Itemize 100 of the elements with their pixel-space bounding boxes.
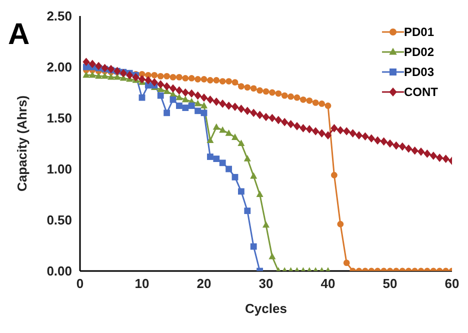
y-tick-label: 1.50 (46, 110, 72, 126)
point (88, 60, 96, 68)
point (176, 94, 183, 100)
point (262, 112, 270, 122)
point (194, 100, 202, 106)
point (95, 72, 102, 79)
point (262, 221, 270, 228)
point (200, 93, 208, 102)
point (288, 93, 294, 100)
x-tick-label: 30 (258, 276, 274, 292)
point (188, 102, 195, 109)
point (182, 104, 189, 111)
point (293, 122, 301, 130)
point (188, 89, 196, 98)
point (182, 96, 189, 102)
y-axis-title: Capacity (Ahrs) (14, 95, 30, 192)
point (213, 156, 220, 162)
point (150, 78, 158, 86)
point (250, 108, 258, 118)
point (95, 62, 102, 70)
y-tick-label: 2.00 (46, 60, 72, 75)
y-tick-label: 0.50 (46, 212, 72, 228)
point (324, 131, 332, 140)
point (82, 71, 90, 78)
point (368, 134, 375, 143)
point (343, 127, 350, 136)
point (424, 150, 431, 158)
point (411, 146, 418, 155)
point (231, 134, 239, 140)
point (386, 139, 394, 148)
point (194, 91, 202, 100)
point (244, 106, 251, 116)
point (256, 87, 263, 94)
point (281, 118, 288, 126)
point (200, 102, 208, 108)
point (232, 174, 238, 180)
point (337, 220, 344, 228)
point (200, 110, 208, 116)
point (219, 160, 226, 166)
point (374, 136, 382, 145)
legend-label: PD03 (404, 65, 434, 79)
point (176, 74, 182, 80)
point (324, 102, 332, 109)
point (101, 72, 108, 79)
text: A (8, 18, 30, 52)
point (318, 129, 326, 138)
point (188, 75, 195, 82)
point (256, 190, 264, 198)
point (170, 96, 176, 103)
x-tick-label: 0 (76, 276, 84, 292)
point (138, 94, 146, 101)
point (169, 84, 177, 93)
point (294, 94, 300, 101)
point (219, 78, 226, 84)
point (442, 154, 450, 163)
point (262, 88, 270, 95)
point (231, 102, 239, 111)
point (287, 120, 294, 128)
point (182, 75, 189, 82)
point (417, 148, 425, 156)
x-tick-label: 60 (444, 276, 460, 292)
point (176, 102, 182, 109)
point (300, 96, 306, 103)
point (244, 208, 251, 214)
legend-label: CONT (404, 85, 438, 99)
point (268, 252, 276, 260)
point (157, 92, 164, 99)
point (238, 188, 244, 195)
point (306, 125, 313, 134)
point (430, 152, 437, 160)
point (200, 76, 208, 82)
point (330, 124, 338, 132)
point (88, 71, 96, 78)
point (170, 74, 176, 80)
point (138, 75, 146, 84)
point (126, 71, 134, 80)
x-tick-label: 40 (320, 276, 336, 292)
point (194, 76, 201, 82)
point (274, 116, 282, 124)
point (405, 144, 412, 153)
point (219, 100, 226, 108)
point (244, 84, 251, 91)
point (436, 154, 444, 162)
legend-label: PD01 (404, 25, 434, 39)
point (238, 104, 245, 113)
point (380, 137, 388, 146)
point (107, 73, 115, 80)
point (194, 108, 201, 114)
x-tick-label: 20 (196, 276, 212, 292)
point (355, 131, 363, 140)
point (164, 72, 170, 80)
point (157, 80, 164, 88)
point (226, 166, 232, 172)
point (312, 127, 320, 136)
point (268, 114, 276, 122)
point (176, 86, 183, 95)
point (256, 110, 264, 120)
point (238, 83, 244, 90)
point (207, 77, 214, 84)
point (82, 58, 90, 66)
